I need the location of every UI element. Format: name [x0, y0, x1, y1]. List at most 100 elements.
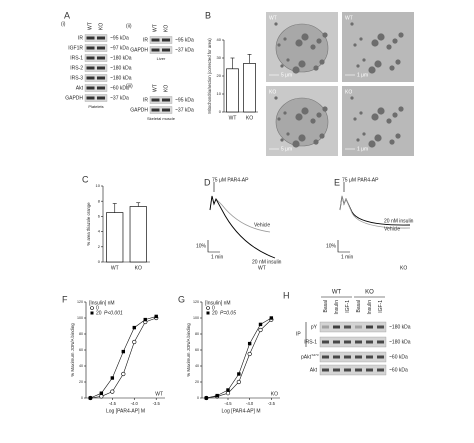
genotype-label: WT [155, 391, 163, 397]
point [226, 388, 230, 392]
legend-label: 0 [212, 305, 215, 311]
lane-label: WT [152, 84, 158, 92]
lane-label: KO [163, 85, 169, 92]
x-tick-label: -4.5 [224, 401, 232, 406]
row-label: Akt [310, 367, 318, 373]
size-label: ~180 kDa [110, 65, 132, 71]
band [355, 368, 362, 372]
blot-strip [149, 106, 173, 114]
granule [392, 112, 398, 118]
size-label: ~60 kDa [110, 85, 129, 91]
tissue-label: Platelets [88, 104, 103, 109]
scale-y-label: 10% [196, 243, 207, 249]
genotype-label: WT [258, 265, 266, 271]
granule [386, 118, 392, 124]
band [344, 340, 351, 344]
granule [313, 139, 319, 145]
band [344, 325, 351, 329]
granule [395, 133, 401, 139]
granule [359, 37, 363, 41]
band [97, 46, 105, 50]
lane-label: Insulin [367, 300, 373, 315]
row-label: IGF1R [68, 45, 83, 51]
row-label: Akt [76, 85, 84, 91]
row-label-sup: S473 [312, 353, 319, 357]
y-tick-label: 40 [195, 364, 199, 368]
point [215, 393, 219, 398]
size-label: ~95 kDa [110, 35, 129, 41]
stimulus-label: 75 μM PAR4-AP [342, 177, 379, 183]
row-label: IR [143, 37, 148, 43]
point [99, 391, 104, 395]
point [132, 325, 136, 330]
band [97, 66, 105, 70]
row-label: IRS-2 [70, 65, 83, 71]
granule [295, 39, 303, 47]
granule [277, 117, 281, 121]
band [97, 36, 105, 40]
blot-strip [84, 34, 108, 42]
granule [292, 66, 300, 74]
scale-x-label: 1 min [211, 254, 223, 260]
band [97, 56, 105, 60]
image-genotype: WT [345, 15, 353, 21]
granule [350, 22, 354, 26]
x-tick-label: KO [135, 265, 142, 271]
granule [298, 60, 306, 68]
granule [356, 64, 360, 68]
point [99, 394, 104, 399]
granule [283, 37, 287, 41]
annotation: P<0.001 [104, 310, 123, 316]
granule [374, 60, 382, 68]
curve [90, 317, 157, 399]
granule [286, 132, 290, 136]
genotype-label: KO [400, 265, 407, 271]
legend-title: [Insulin] nM [205, 300, 231, 306]
band [151, 48, 160, 52]
band [333, 368, 340, 372]
lane-label: Basal [356, 300, 362, 313]
y-tick-label: 20 [79, 380, 83, 384]
blot-strip [319, 321, 387, 333]
panel-letter: H [283, 290, 290, 300]
row-label: IRS-3 [70, 75, 83, 81]
bar [129, 206, 147, 263]
lane-label: WT [152, 24, 158, 32]
size-label: ~60 kDa [389, 367, 408, 373]
granule [389, 65, 395, 71]
granule [374, 134, 382, 142]
blot-strip [149, 46, 173, 54]
group-label: WT [332, 290, 342, 296]
band [344, 355, 351, 359]
band [86, 96, 95, 100]
granule [298, 134, 306, 142]
band [86, 36, 95, 40]
granule [362, 132, 366, 136]
band [377, 368, 384, 372]
genotype-label: KO [271, 391, 278, 397]
panel-letter: B [205, 10, 211, 20]
band [333, 340, 340, 344]
granule [377, 33, 385, 41]
granule [386, 44, 392, 50]
micrograph [342, 86, 414, 156]
y-tick-label: 40 [217, 37, 222, 42]
band [366, 368, 373, 372]
x-axis-label: Log [PAR4-AP] M [221, 408, 260, 414]
y-tick-label: 120 [193, 300, 199, 304]
granule [286, 58, 290, 62]
granule [371, 113, 379, 121]
band [322, 340, 329, 344]
image-genotype: KO [269, 89, 276, 95]
scale-label: 5 μm [281, 146, 292, 152]
band [86, 76, 95, 80]
band [322, 325, 329, 329]
panel-letter: D [204, 177, 211, 187]
granule [316, 112, 322, 118]
legend-marker [90, 306, 94, 310]
band [344, 368, 351, 372]
blot-strip [319, 364, 387, 376]
band [97, 96, 105, 100]
band [97, 86, 105, 90]
y-tick-label: 2 [98, 244, 101, 249]
